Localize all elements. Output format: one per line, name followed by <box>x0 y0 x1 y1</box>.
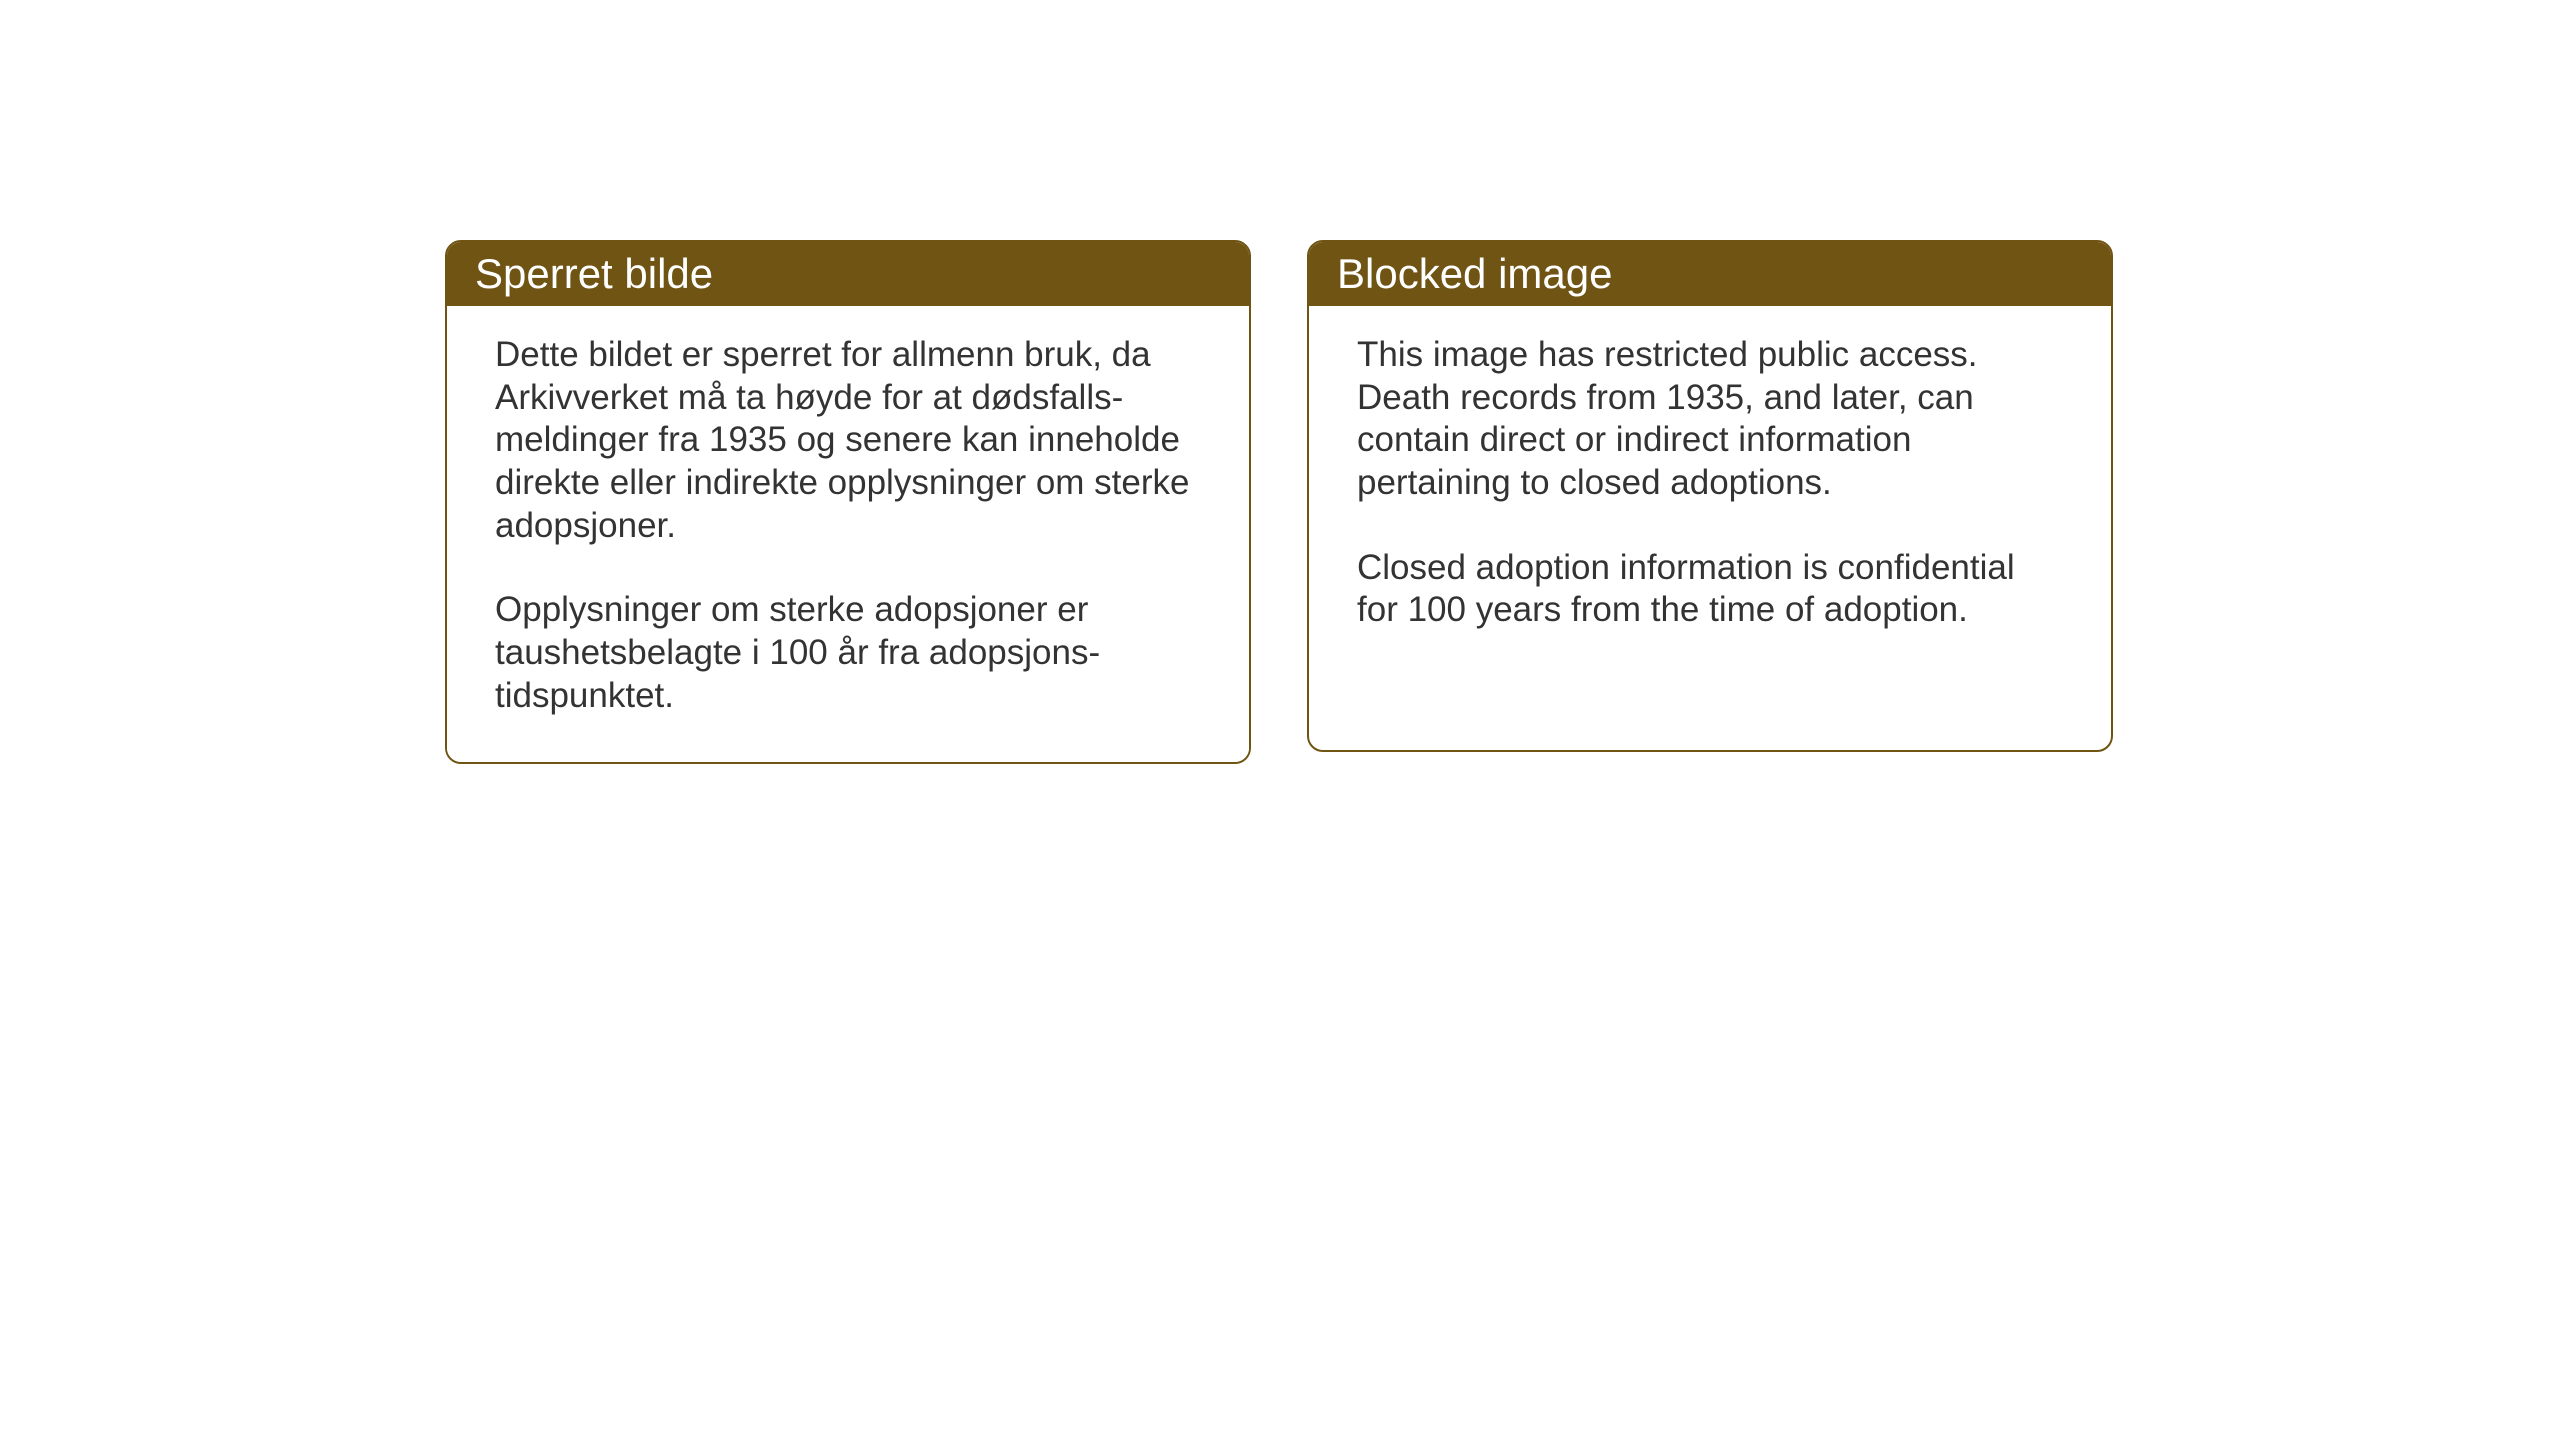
card-english: Blocked image This image has restricted … <box>1307 240 2113 752</box>
card-english-title: Blocked image <box>1337 250 1612 297</box>
cards-container: Sperret bilde Dette bildet er sperret fo… <box>445 240 2113 764</box>
card-norwegian-paragraph-1: Dette bildet er sperret for allmenn bruk… <box>495 334 1201 547</box>
card-english-header: Blocked image <box>1309 242 2111 306</box>
card-norwegian-title: Sperret bilde <box>475 250 713 297</box>
card-norwegian-paragraph-2: Opplysninger om sterke adopsjoner er tau… <box>495 589 1201 717</box>
card-norwegian-header: Sperret bilde <box>447 242 1249 306</box>
card-norwegian: Sperret bilde Dette bildet er sperret fo… <box>445 240 1251 764</box>
card-english-paragraph-1: This image has restricted public access.… <box>1357 334 2063 505</box>
card-english-body: This image has restricted public access.… <box>1309 306 2111 676</box>
card-norwegian-body: Dette bildet er sperret for allmenn bruk… <box>447 306 1249 762</box>
card-english-paragraph-2: Closed adoption information is confident… <box>1357 547 2063 632</box>
